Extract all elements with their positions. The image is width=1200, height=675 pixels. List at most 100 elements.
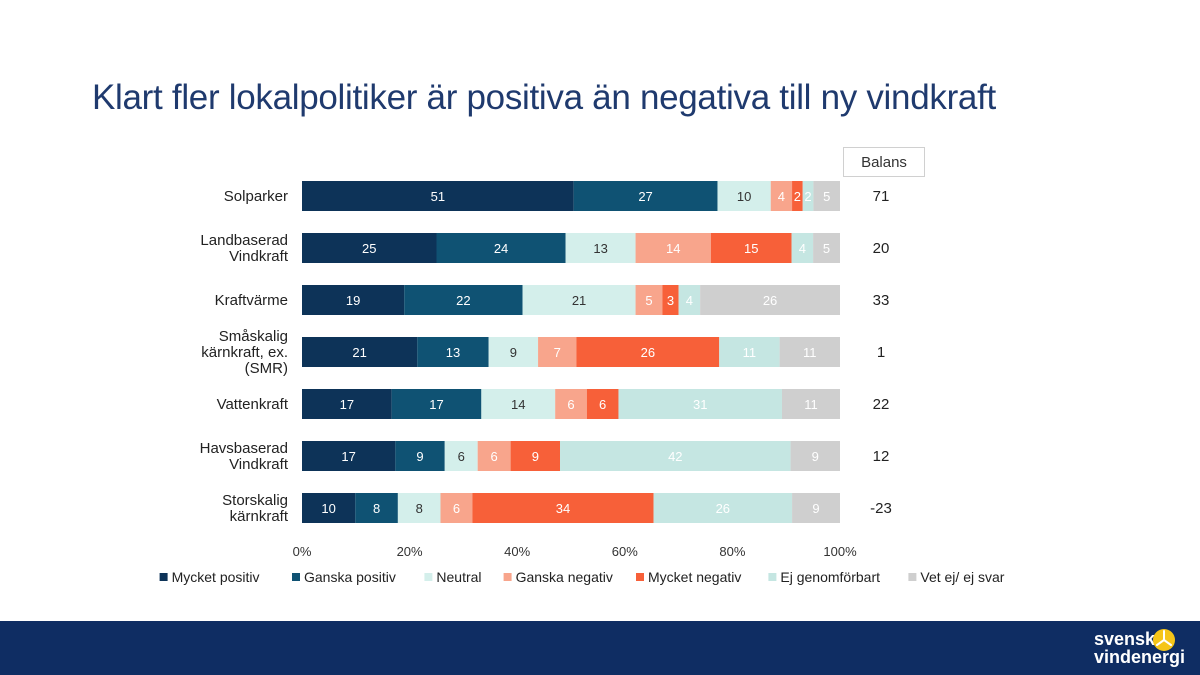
legend-item: Neutral [436,569,481,585]
legend-item: Ganska positiv [304,569,396,585]
data-label: 6 [458,449,465,464]
data-label: 25 [362,241,376,256]
data-label: 7 [554,345,561,360]
bar-segment [355,493,398,523]
balans-value: 12 [873,448,890,465]
category-label: (SMR) [245,360,288,377]
data-label: 5 [645,293,652,308]
bar-segment [510,441,561,471]
data-label: 11 [803,345,817,360]
category-label: Kraftvärme [215,292,288,309]
data-label: 9 [510,345,517,360]
bar-segment [576,337,720,367]
bar-segment [653,493,793,523]
data-label: 26 [763,293,777,308]
bar-segment [302,337,418,367]
data-label: 27 [638,189,652,204]
bar-segment [477,441,511,471]
chart-title: Klart fler lokalpolitiker är positiva än… [92,78,996,117]
balans-value: -23 [870,500,892,517]
bar-segment [573,181,718,211]
bar-segment [555,389,587,419]
svensk-vindenergi-logo: svensk vindenergi [1094,628,1194,670]
category-label: kärnkraft [230,508,289,525]
data-label: 4 [686,293,693,308]
data-label: 13 [593,241,607,256]
bar-segment [440,493,473,523]
bar-segment [302,389,392,419]
data-label: 11 [743,345,757,360]
legend-swatch [424,573,433,581]
category-label: Småskalig [219,328,288,345]
bar-segment [635,285,663,315]
data-label: 17 [340,397,354,412]
bar-segment [790,441,840,471]
data-label: 4 [799,241,806,256]
bar-segment [444,441,478,471]
category-label: Vindkraft [229,248,289,265]
legend-item: Vet ej/ ej svar [920,569,1004,585]
data-label: 10 [321,501,335,516]
data-label: 24 [494,241,508,256]
bar-segment [417,337,489,367]
x-tick-label: 100% [823,544,857,559]
data-label: 42 [668,449,682,464]
bar-segment [586,389,619,419]
bar-segment [792,493,840,523]
legend-swatch [292,573,300,581]
data-label: 14 [666,241,680,256]
data-label: 8 [373,501,380,516]
category-label: Storskalig [222,492,288,509]
balans-value: 20 [873,240,890,257]
bar-segment [719,337,780,367]
balans-value: 1 [877,344,885,361]
legend-item: Mycket positiv [172,569,260,585]
data-label: 11 [804,397,818,412]
legend-swatch [636,573,644,581]
data-label: 26 [716,501,730,516]
data-label: 6 [567,397,574,412]
data-label: 17 [429,397,443,412]
legend-item: Ganska negativ [516,569,613,585]
legend-swatch [768,573,777,581]
bar-segment [436,233,566,263]
bar-segment [779,337,840,367]
legend-swatch [908,573,917,581]
data-label: 21 [352,345,366,360]
bar-segment [302,181,574,211]
legend-item: Mycket negativ [648,569,741,585]
data-label: 34 [556,501,570,516]
data-label: 9 [532,449,539,464]
x-tick-label: 40% [504,544,530,559]
bar-segment [395,441,445,471]
x-tick-label: 60% [612,544,638,559]
x-tick-label: 20% [397,544,423,559]
data-label: 31 [693,397,707,412]
logo-line-2: vindenergi [1094,647,1186,667]
data-label: 22 [456,293,470,308]
data-label: 17 [341,449,355,464]
data-label: 51 [431,189,445,204]
data-label: 4 [778,189,785,204]
bar-segment [391,389,482,419]
data-label: 13 [446,345,460,360]
category-label: Vindkraft [229,456,289,473]
bar-segment [618,389,782,419]
balans-value: 22 [873,396,890,413]
bar-segment [662,285,679,315]
bar-segment [717,181,771,211]
x-tick-label: 0% [293,544,312,559]
bar-segment [302,285,405,315]
bar-segment [813,181,840,211]
data-label: 15 [744,241,758,256]
legend-item: Ej genomförbart [780,569,880,585]
data-label: 3 [667,293,674,308]
bar-segment [397,493,441,523]
bar-segment [302,233,437,263]
data-label: 10 [737,189,751,204]
data-label: 14 [511,397,525,412]
data-label: 2 [794,189,801,204]
data-label: 5 [823,189,830,204]
balans-value: 33 [873,292,890,309]
